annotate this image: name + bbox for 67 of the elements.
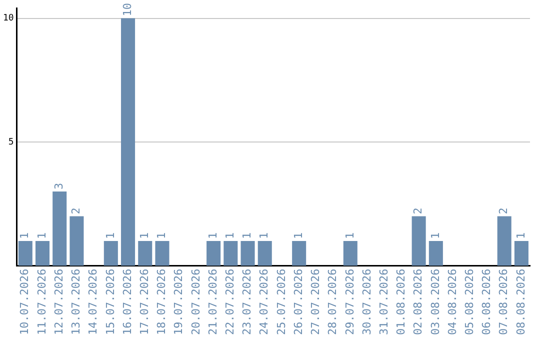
x-tick-label: 27.07.2026: [309, 268, 322, 336]
x-tick-label: 18.07.2026: [155, 268, 168, 336]
x-tick-label: 08.08.2026: [514, 268, 528, 336]
x-tick-label: 31.07.2026: [377, 268, 390, 336]
bar: [70, 216, 84, 266]
x-tick-label: 21.07.2026: [206, 268, 220, 336]
x-tick-label: 14.07.2026: [86, 268, 100, 336]
x-tick-label: 20.07.2026: [189, 268, 202, 336]
x-tick-label: 28.07.2026: [326, 268, 340, 336]
data-label: 10: [120, 3, 134, 16]
x-tick-label: 15.07.2026: [104, 268, 117, 336]
data-label: 1: [35, 232, 48, 240]
x-tick-label: 12.07.2026: [52, 268, 66, 336]
data-label: 1: [292, 232, 305, 240]
x-tick-label: 07.08.2026: [497, 268, 510, 336]
data-label: 1: [343, 232, 356, 240]
data-label: 2: [412, 208, 425, 214]
x-tick-label: 06.08.2026: [480, 268, 494, 336]
data-label: 1: [258, 232, 271, 240]
x-tick-label: 22.07.2026: [224, 268, 237, 336]
x-tick-label: 04.08.2026: [446, 268, 459, 336]
y-tick-label: 5: [8, 137, 14, 148]
bar: [343, 241, 358, 266]
bar: [121, 18, 136, 266]
data-label: 2: [70, 208, 83, 214]
data-label: 1: [514, 232, 528, 240]
data-label: 1: [138, 232, 151, 240]
x-tick-label: 23.07.2026: [240, 268, 254, 336]
bar: [138, 241, 152, 266]
x-tick-label: 11.07.2026: [35, 268, 48, 336]
bar: [412, 216, 426, 266]
x-tick-label: 30.07.2026: [360, 268, 374, 336]
x-tick-label: 02.08.2026: [412, 268, 425, 336]
data-label: 1: [240, 232, 254, 240]
bar: [240, 241, 255, 266]
x-tick-label: 16.07.2026: [120, 268, 134, 336]
bar: [258, 241, 272, 266]
data-label: 1: [155, 232, 168, 240]
x-tick-label: 13.07.2026: [70, 268, 83, 336]
x-tick-label: 10.07.2026: [18, 268, 32, 336]
x-tick-label: 26.07.2026: [292, 268, 305, 336]
bar: [514, 241, 528, 266]
x-tick-label: 19.07.2026: [172, 268, 186, 336]
data-label: 2: [497, 208, 510, 214]
bar: [155, 241, 170, 266]
x-tick-label: 05.08.2026: [462, 268, 476, 336]
data-label: 1: [18, 232, 32, 240]
x-tick-label: 17.07.2026: [138, 268, 151, 336]
x-tick-label: 29.07.2026: [343, 268, 356, 336]
x-tick-label: 24.07.2026: [258, 268, 271, 336]
bar: [497, 216, 512, 266]
x-tick-label: 01.08.2026: [394, 268, 408, 336]
bar: [18, 241, 32, 266]
bar: [428, 241, 443, 266]
bar: [224, 241, 238, 266]
x-tick-label: 03.08.2026: [428, 268, 442, 336]
data-label: 1: [104, 232, 117, 240]
bar: [206, 241, 221, 266]
data-label: 1: [224, 232, 237, 240]
bar: [292, 241, 306, 266]
x-tick-label: 25.07.2026: [274, 268, 288, 336]
data-label: 3: [52, 182, 66, 190]
data-label: 1: [428, 232, 442, 240]
bar: [104, 241, 118, 266]
bar: [35, 241, 50, 266]
data-label: 1: [206, 232, 220, 240]
bar: [52, 192, 67, 266]
